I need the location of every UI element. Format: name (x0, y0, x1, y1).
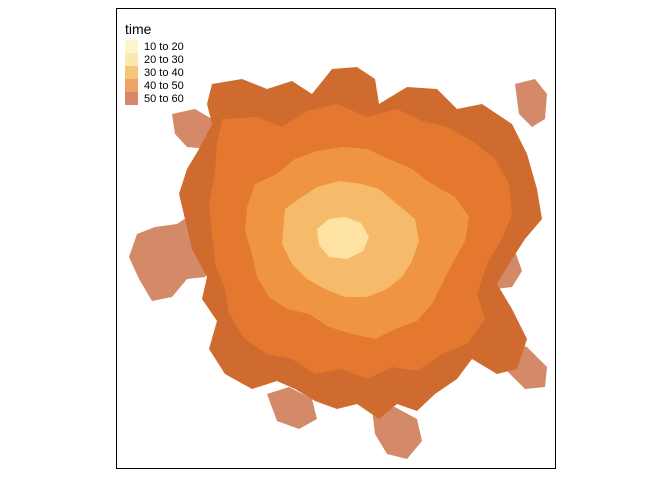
isochrone-band-20-30 (317, 217, 369, 259)
legend-label: 30 to 40 (144, 66, 184, 79)
legend-label: 50 to 60 (144, 92, 184, 105)
legend-entry: 50 to 60 (125, 92, 184, 105)
legend-label: 20 to 30 (144, 53, 184, 66)
legend-swatch (125, 53, 138, 66)
legend-title: time (125, 21, 152, 37)
outer-lobe-south (372, 407, 422, 459)
legend-entry: 30 to 40 (125, 66, 184, 79)
legend-entry: 10 to 20 (125, 40, 184, 53)
map-frame: time 10 to 20 20 to 30 30 to 40 40 to 50… (116, 8, 556, 469)
legend-entry: 20 to 30 (125, 53, 184, 66)
legend-swatch (125, 66, 138, 79)
legend-swatch (125, 92, 138, 105)
legend-swatch (125, 40, 138, 53)
legend-entry: 40 to 50 (125, 79, 184, 92)
legend-swatch (125, 79, 138, 92)
isochrone-map (129, 67, 547, 459)
band-20-30-core (317, 217, 369, 259)
outer-lobe-southwest (267, 387, 317, 429)
map-legend: time 10 to 20 20 to 30 30 to 40 40 to 50… (125, 21, 184, 105)
legend-label: 10 to 20 (144, 40, 184, 53)
legend-label: 40 to 50 (144, 79, 184, 92)
outer-lobe-northeast (515, 79, 547, 127)
